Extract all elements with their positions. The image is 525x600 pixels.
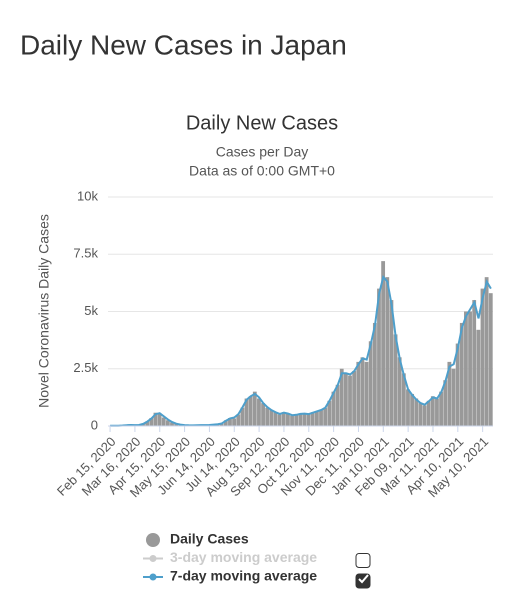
bar [352, 371, 357, 426]
line [110, 275, 492, 427]
bar [153, 412, 158, 426]
bar [302, 413, 307, 426]
bar [439, 391, 443, 426]
bar [443, 380, 448, 426]
legend-symbol [146, 533, 160, 547]
bar [327, 400, 332, 426]
bar [339, 368, 344, 426]
y-tick-label: 2.5k [73, 360, 98, 375]
bar [244, 398, 249, 426]
bar [381, 261, 386, 426]
bar [261, 403, 265, 426]
bar [468, 311, 472, 426]
chart-title: Daily New Cases [186, 112, 338, 134]
legend-entry[interactable]: 3-day moving average [170, 549, 317, 565]
bar [368, 341, 373, 426]
bar [372, 322, 377, 426]
y-tick-label: 5k [84, 303, 98, 318]
bar [426, 400, 431, 426]
bar [459, 322, 464, 426]
bar [401, 373, 406, 426]
bar [294, 414, 299, 426]
bar [170, 422, 174, 426]
bar [422, 405, 427, 426]
bar [476, 329, 481, 426]
bar [265, 407, 270, 426]
bar [310, 412, 315, 426]
bar [323, 407, 328, 426]
bar [360, 357, 365, 426]
bar [414, 398, 419, 426]
bar [393, 334, 398, 426]
bar [348, 375, 352, 426]
legend-checkbox[interactable] [355, 553, 371, 568]
bar [472, 300, 477, 426]
bar [406, 389, 410, 426]
bar [277, 414, 282, 426]
bar [331, 391, 336, 426]
bar [228, 417, 232, 426]
bar [397, 357, 402, 426]
bar [377, 288, 381, 426]
bar [240, 407, 245, 426]
bar [464, 311, 468, 426]
y-tick-label: 10k [77, 188, 98, 203]
chart-subtitle: Cases per Day [216, 144, 309, 160]
bar [157, 413, 162, 426]
bar [484, 277, 489, 426]
bar [252, 391, 257, 426]
bar [335, 384, 340, 426]
legend-symbol [149, 555, 157, 562]
bar [161, 417, 166, 426]
y-tick-label: 0 [91, 417, 98, 432]
bar [232, 418, 237, 426]
bar [286, 413, 290, 426]
bar [343, 373, 348, 426]
bar [455, 343, 460, 426]
bar [435, 398, 439, 426]
bar [298, 413, 303, 426]
bar [356, 361, 361, 426]
bar [257, 398, 261, 426]
bar [410, 393, 415, 426]
bar [248, 396, 253, 426]
bar [418, 403, 423, 426]
bar [223, 420, 228, 426]
bar [385, 277, 390, 426]
bar [290, 415, 294, 426]
legend-entry[interactable]: 7-day moving average [170, 568, 317, 584]
bar [447, 361, 452, 426]
legend-symbol [149, 573, 157, 581]
bar [269, 409, 274, 426]
bar [364, 361, 369, 426]
legend-entry[interactable]: Daily Cases [170, 531, 249, 547]
bar [149, 417, 154, 426]
bar [273, 412, 278, 426]
bar [219, 423, 224, 426]
bar [314, 411, 319, 426]
bar [451, 368, 456, 426]
bar [319, 409, 323, 426]
y-axis-label: Novel Coronavirus Daily Cases [36, 214, 52, 408]
bar [430, 396, 435, 426]
bar [306, 414, 311, 426]
y-tick-label: 7.5k [73, 246, 98, 261]
bar [145, 421, 150, 426]
legend-checkmark [358, 574, 369, 584]
page-title: Daily New Cases in Japan [20, 29, 347, 60]
chart-subtitle: Data as of 0:00 GMT+0 [189, 163, 335, 179]
bar [281, 412, 286, 426]
bar [236, 414, 241, 426]
bar [165, 420, 170, 426]
bar [389, 300, 394, 426]
bar [480, 288, 485, 426]
bar [488, 293, 493, 426]
bar [174, 423, 179, 426]
